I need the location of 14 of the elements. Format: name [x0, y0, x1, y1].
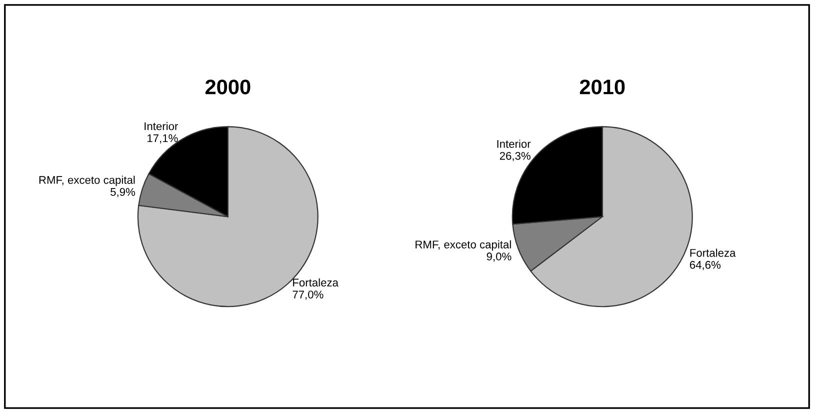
slice-label: RMF, exceto capital: [39, 176, 135, 186]
data-label: 17,1%: [148, 134, 178, 144]
data-label: 77,0%: [292, 290, 324, 300]
slice-label: Fortaleza: [293, 278, 338, 287]
slice-label: Fortaleza: [690, 248, 736, 257]
chart-title: 2000: [205, 80, 250, 94]
data-label: 5,9%: [110, 188, 136, 198]
slice-label: Interior: [144, 122, 178, 130]
data-label: 64,6%: [690, 260, 721, 270]
slice-label: RMF, exceto capital: [416, 240, 511, 251]
slice-label: Interior: [497, 140, 531, 148]
chart-title: 2010: [580, 80, 625, 94]
data-label: 26,3%: [500, 152, 530, 162]
data-label: 9,0%: [486, 252, 512, 262]
